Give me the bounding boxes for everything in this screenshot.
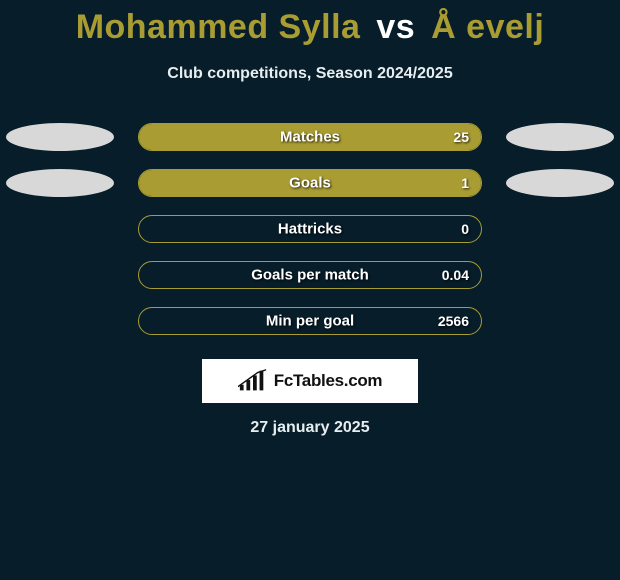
stat-label: Goals per match [251,267,369,284]
stat-value: 1 [461,175,469,191]
page-title: Mohammed Sylla vs Å evelj [0,0,620,47]
logo-text: FcTables.com [274,371,383,391]
stat-row: Matches 25 [0,123,620,151]
stat-value: 2566 [438,313,469,329]
stat-bar: Matches 25 [138,123,482,151]
player2-name: Å evelj [431,8,544,46]
stat-bar: Min per goal 2566 [138,307,482,335]
date-label: 27 january 2025 [0,419,620,437]
stat-value: 0.04 [442,267,469,283]
stat-bar: Goals per match 0.04 [138,261,482,289]
player2-oval [506,169,614,197]
stat-row: Goals 1 [0,169,620,197]
stat-label: Min per goal [266,313,354,330]
player2-oval [506,123,614,151]
stat-value: 25 [453,129,469,145]
stat-label: Hattricks [278,221,342,238]
stat-bar: Hattricks 0 [138,215,482,243]
player1-name: Mohammed Sylla [76,8,361,46]
chart-icon [238,369,268,393]
stat-row: Min per goal 2566 [0,307,620,335]
fctables-logo[interactable]: FcTables.com [202,359,418,403]
stat-row: Goals per match 0.04 [0,261,620,289]
player1-oval [6,169,114,197]
stats-container: Matches 25 Goals 1 Hattricks 0 Goals per match… [0,123,620,335]
player1-oval [6,123,114,151]
stat-value: 0 [461,221,469,237]
vs-label: vs [376,8,415,46]
stat-row: Hattricks 0 [0,215,620,243]
stat-label: Goals [289,175,331,192]
stat-bar: Goals 1 [138,169,482,197]
stat-label: Matches [280,129,340,146]
subtitle: Club competitions, Season 2024/2025 [0,65,620,83]
